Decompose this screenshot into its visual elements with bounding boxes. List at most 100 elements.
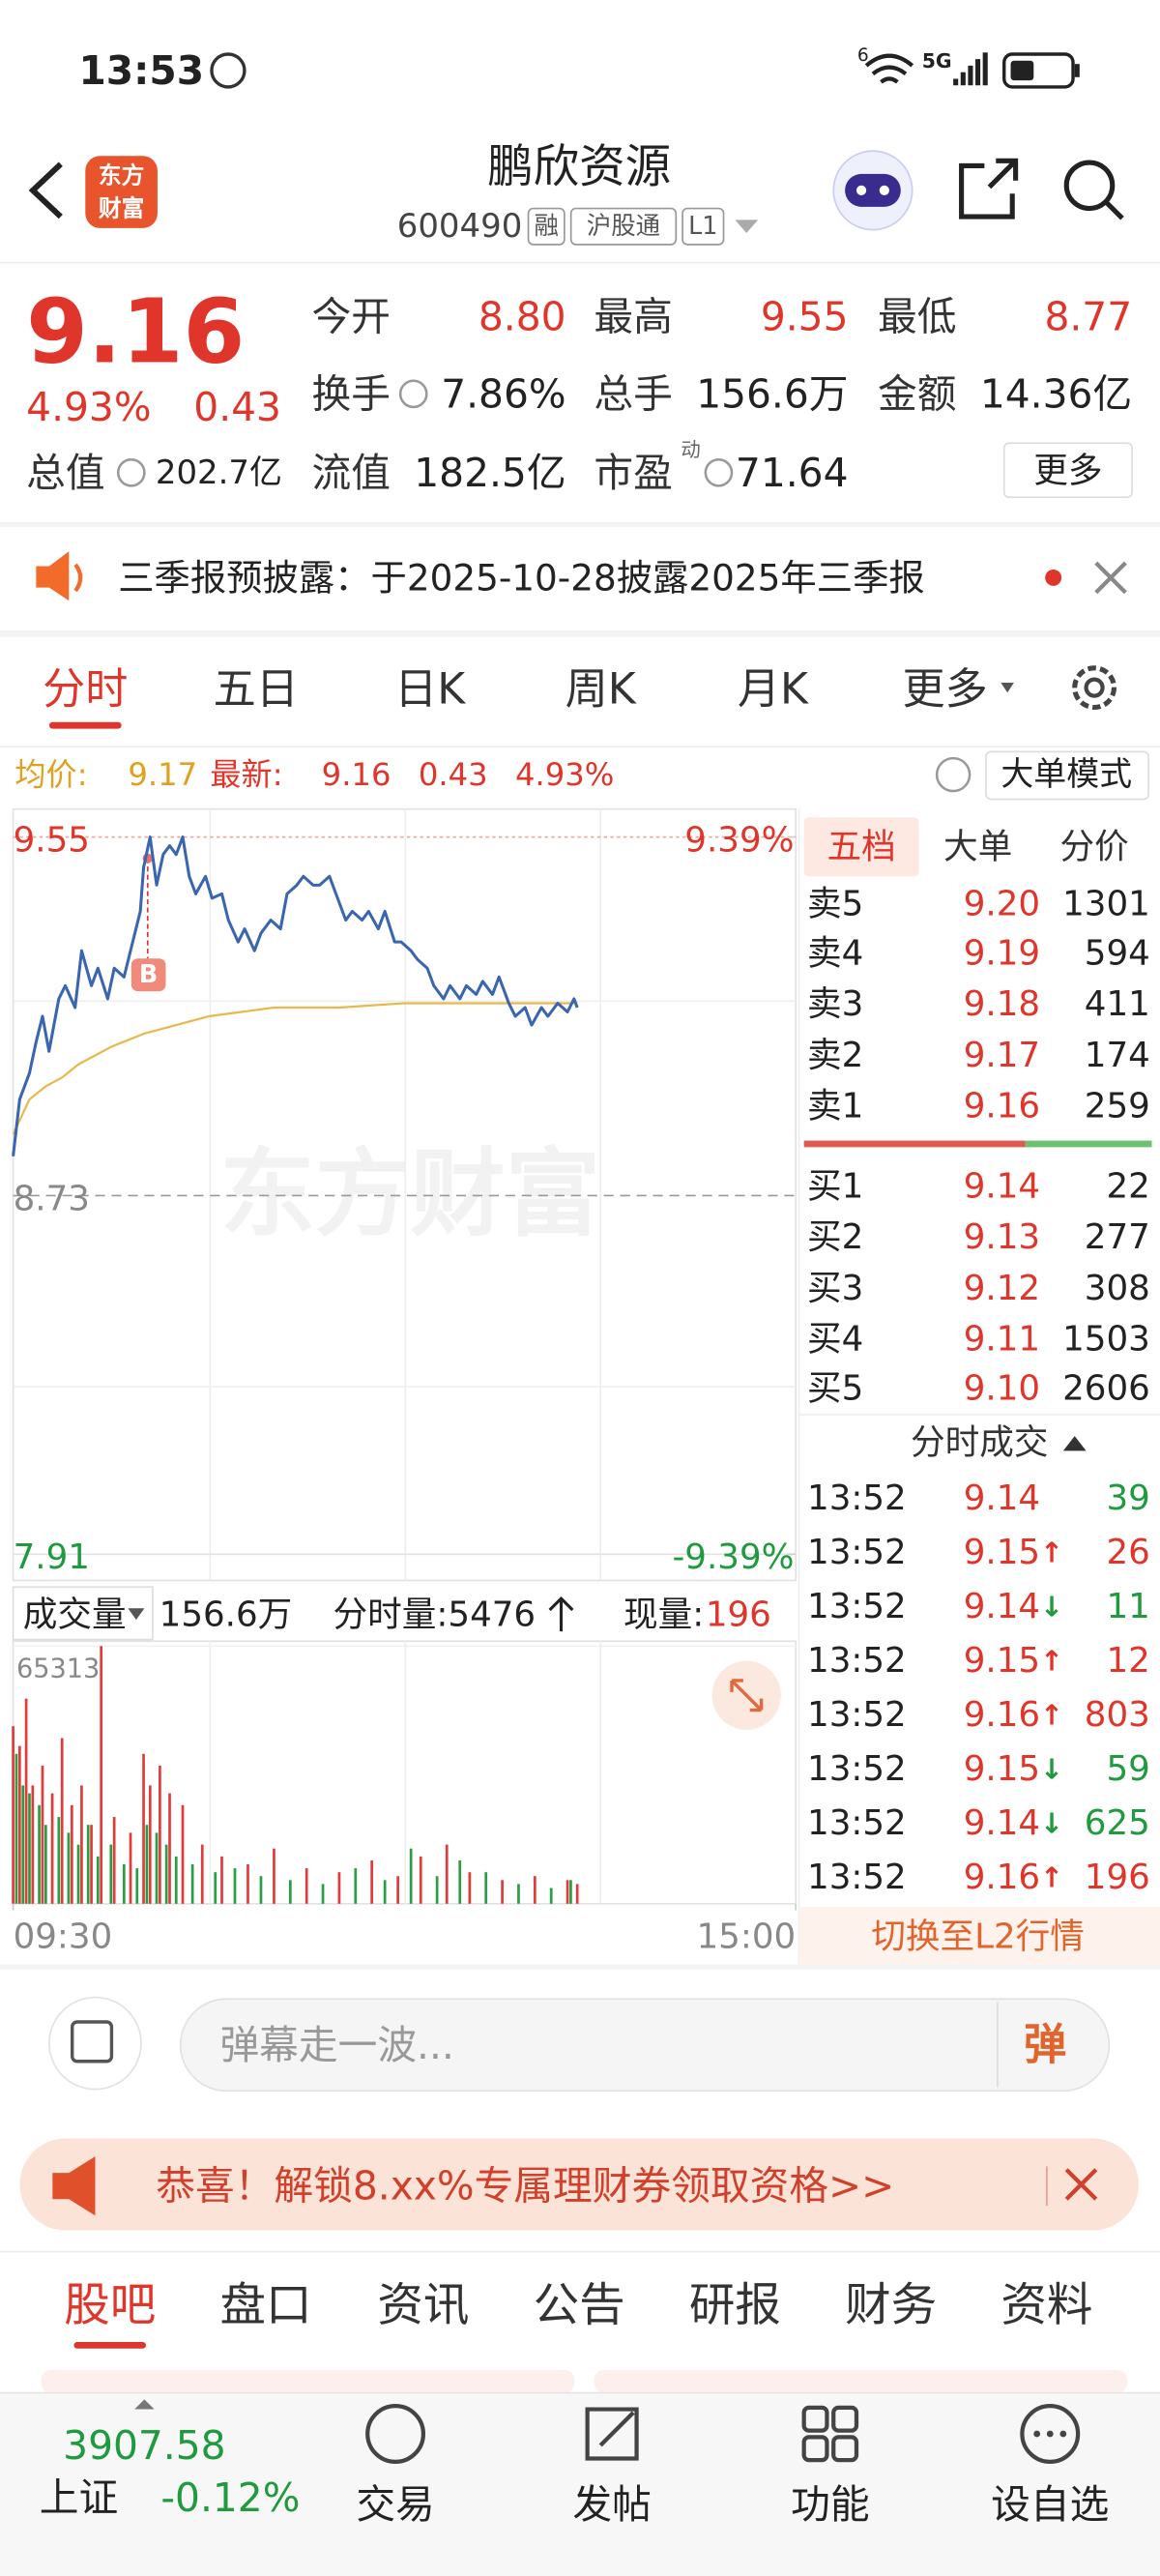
trade-price: 9.16	[964, 1695, 1040, 1735]
code-dropdown	[735, 220, 759, 234]
search-button[interactable]	[1063, 160, 1116, 212]
volume-bar	[50, 1793, 54, 1904]
info-icon[interactable]	[398, 379, 428, 409]
book-level: 卖2	[807, 1036, 863, 1075]
volume-bar	[86, 1825, 90, 1904]
volume-bar	[17, 1745, 21, 1904]
nav-item[interactable]: 设自选	[991, 2481, 1109, 2528]
nav-item[interactable]: 交易	[356, 2481, 434, 2528]
chart-tab[interactable]: 日K	[394, 664, 466, 714]
nav-icon-dot	[1059, 2430, 1067, 2438]
volume-bar	[112, 1817, 116, 1904]
settings-button[interactable]	[1072, 665, 1117, 711]
volume-bar	[233, 1868, 237, 1904]
field-label: 今开	[312, 294, 391, 340]
index-value[interactable]: 3907.58	[63, 2422, 225, 2469]
settings-core	[1084, 677, 1105, 698]
logo-text: 财富	[99, 195, 145, 222]
danmaku-settings[interactable]	[48, 1996, 142, 2091]
promo-close[interactable]	[1064, 2168, 1098, 2201]
trade-direction: ↓	[1040, 1753, 1063, 1786]
back-button[interactable]	[28, 161, 63, 220]
chart-tab[interactable]: 月K	[738, 664, 809, 714]
content-tab[interactable]: 盘口	[219, 2279, 311, 2332]
danmaku-input[interactable]	[179, 1998, 1111, 2093]
danmaku-send[interactable]: 弹	[1024, 2020, 1066, 2069]
volume-bar	[200, 1844, 204, 1904]
notice-text[interactable]: 三季报预披露：于2025-10-28披露2025年三季报	[118, 556, 925, 599]
content-tab[interactable]: 研报	[689, 2279, 781, 2332]
content-tab[interactable]: 资料	[1000, 2279, 1092, 2332]
volume-bar	[575, 1884, 579, 1904]
volume-bar	[259, 1876, 263, 1904]
trade-time: 13:52	[807, 1695, 907, 1735]
help-icon[interactable]	[935, 756, 972, 793]
stock-tag	[682, 207, 725, 246]
book-tab[interactable]: 五档	[826, 827, 895, 866]
book-volume: 1503	[1062, 1319, 1150, 1359]
chart-tab[interactable]: 分时	[43, 664, 128, 714]
trade-volume: 26	[1106, 1533, 1149, 1572]
mode-button[interactable]	[985, 750, 1149, 801]
info-icon[interactable]	[704, 457, 734, 487]
volume-bar	[304, 1868, 308, 1904]
book-price: 9.11	[964, 1319, 1040, 1359]
chart-tab[interactable]: 五日	[214, 664, 299, 714]
volume-bar	[145, 1825, 149, 1904]
latest-change-percent: 4.93%	[515, 756, 614, 793]
field-value: 202.7亿	[156, 454, 282, 492]
content-tab[interactable]: 公告	[534, 2279, 625, 2332]
book-level: 卖3	[807, 984, 863, 1024]
field-label: 最低	[878, 294, 956, 340]
section-gap	[0, 629, 1160, 637]
nav-item[interactable]: 发帖	[572, 2481, 651, 2528]
info-icon[interactable]	[116, 457, 146, 487]
book-tab[interactable]: 分价	[1059, 827, 1128, 866]
l2-button[interactable]	[798, 1907, 1160, 1965]
nav-item[interactable]: 功能	[791, 2481, 869, 2528]
content-tab[interactable]: 资讯	[377, 2279, 469, 2332]
tick-volume: 分时量:5476	[334, 1595, 536, 1635]
trades-title[interactable]: 分时成交	[911, 1422, 1049, 1462]
promo-banner[interactable]	[19, 2138, 1139, 2231]
book-tab[interactable]: 大单	[943, 827, 1012, 866]
volume-bar	[109, 1844, 113, 1904]
notice-close[interactable]	[1094, 561, 1127, 595]
latest-value: 9.16	[322, 756, 392, 793]
content-tab[interactable]: 股吧	[64, 2279, 156, 2332]
ratio-bar-sell	[803, 1140, 1026, 1148]
field-value: 14.36亿	[980, 370, 1132, 417]
status-time: 13:53	[78, 47, 204, 94]
content-tab[interactable]: 财务	[845, 2279, 937, 2332]
section-gap	[0, 521, 1160, 527]
volume-bar	[181, 1804, 185, 1904]
chart-tab[interactable]: 更多	[903, 664, 988, 714]
trade-direction: ↑	[1040, 1645, 1063, 1678]
volume-selector[interactable]	[12, 1586, 154, 1641]
trade-volume: 12	[1106, 1641, 1149, 1681]
field-label: 换手	[312, 370, 391, 417]
trades-toggle	[1062, 1436, 1087, 1451]
trade-price: 9.16	[964, 1858, 1040, 1897]
volume-bar	[549, 1888, 553, 1904]
more-button[interactable]	[1002, 442, 1133, 499]
nav-icon	[831, 2405, 859, 2433]
trade-time: 13:52	[807, 1641, 907, 1681]
volume-bar	[90, 1825, 93, 1904]
volume-bar	[80, 1785, 83, 1904]
more-button-text: 更多	[1033, 452, 1102, 491]
book-level: 卖5	[807, 885, 863, 924]
stock-tag	[569, 207, 678, 246]
volume-dropdown	[128, 1608, 145, 1621]
share-button[interactable]	[959, 158, 1019, 220]
x-tick-label: 15:00	[697, 1917, 797, 1956]
volume-bar	[76, 1844, 80, 1904]
chart-tab[interactable]: 周K	[566, 664, 637, 714]
promo-icon	[52, 2156, 96, 2216]
volume-bar	[445, 1844, 449, 1904]
volume-bar	[190, 1864, 194, 1904]
volume-bar	[396, 1876, 400, 1904]
volume-bar	[44, 1825, 47, 1904]
card-peek	[594, 2369, 1128, 2393]
danmaku-placeholder: 弹幕走一波...	[219, 2022, 453, 2068]
